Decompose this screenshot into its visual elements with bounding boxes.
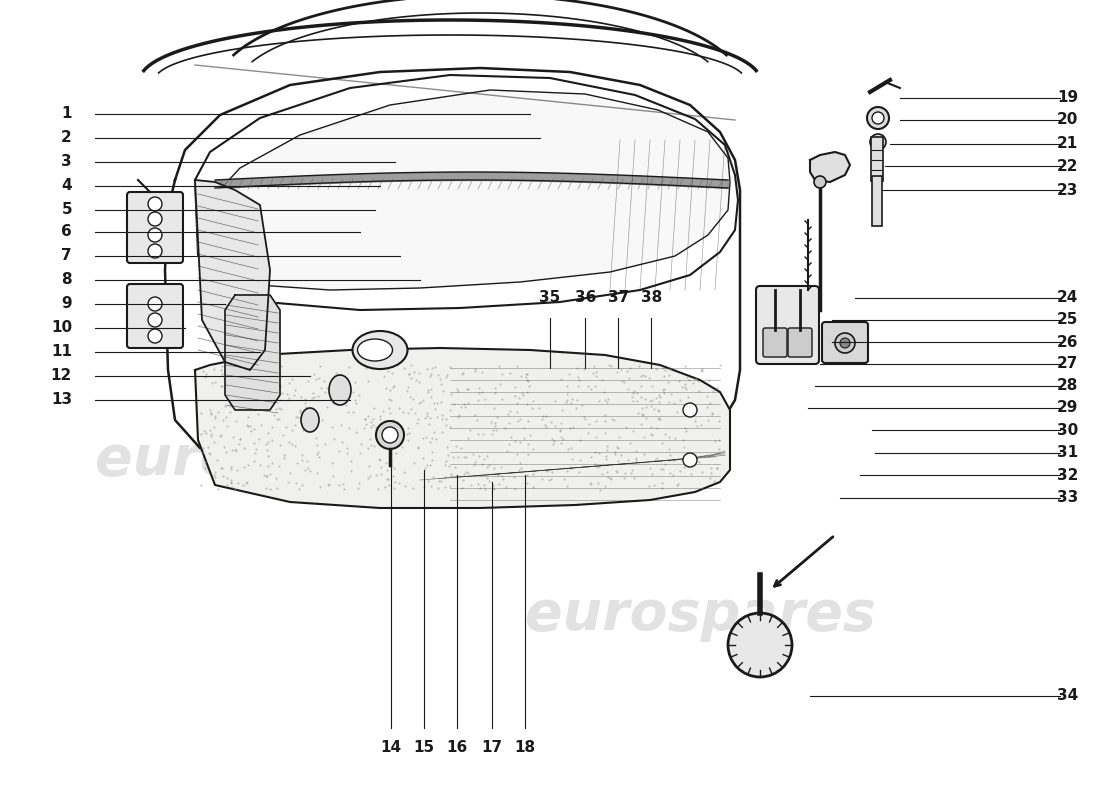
Polygon shape xyxy=(165,68,740,472)
FancyBboxPatch shape xyxy=(126,284,183,348)
Circle shape xyxy=(148,212,162,226)
Ellipse shape xyxy=(301,408,319,432)
Circle shape xyxy=(148,197,162,211)
Circle shape xyxy=(840,338,850,348)
Text: 14: 14 xyxy=(379,741,401,755)
FancyBboxPatch shape xyxy=(871,137,883,181)
Text: 11: 11 xyxy=(51,345,72,359)
Circle shape xyxy=(835,333,855,353)
Text: 20: 20 xyxy=(1057,113,1078,127)
FancyBboxPatch shape xyxy=(126,192,183,263)
Text: 31: 31 xyxy=(1057,446,1078,460)
Circle shape xyxy=(376,421,404,449)
Ellipse shape xyxy=(358,339,393,361)
Polygon shape xyxy=(810,152,850,182)
Circle shape xyxy=(148,329,162,343)
Text: 15: 15 xyxy=(412,741,434,755)
Text: 9: 9 xyxy=(62,297,72,311)
Text: 7: 7 xyxy=(62,249,72,263)
Text: 34: 34 xyxy=(1057,689,1078,703)
Text: 8: 8 xyxy=(62,273,72,287)
Text: 2: 2 xyxy=(62,130,72,145)
Text: 33: 33 xyxy=(1057,490,1078,505)
Text: 6: 6 xyxy=(62,225,72,239)
Circle shape xyxy=(148,313,162,327)
Polygon shape xyxy=(226,295,280,410)
Text: 36: 36 xyxy=(574,290,596,305)
Text: 38: 38 xyxy=(640,290,662,305)
Text: 23: 23 xyxy=(1057,183,1078,198)
Ellipse shape xyxy=(352,331,407,369)
Text: 28: 28 xyxy=(1057,378,1078,393)
Text: 25: 25 xyxy=(1057,313,1078,327)
Polygon shape xyxy=(214,90,730,290)
Text: 35: 35 xyxy=(539,290,561,305)
Text: 29: 29 xyxy=(1057,401,1078,415)
Text: 16: 16 xyxy=(446,741,468,755)
Text: 4: 4 xyxy=(62,178,72,193)
Circle shape xyxy=(148,244,162,258)
Text: eurospares: eurospares xyxy=(95,433,446,487)
FancyBboxPatch shape xyxy=(756,286,820,364)
Circle shape xyxy=(728,613,792,677)
Text: 17: 17 xyxy=(481,741,503,755)
Text: 30: 30 xyxy=(1057,423,1078,438)
Text: 13: 13 xyxy=(51,393,72,407)
Text: 19: 19 xyxy=(1057,90,1078,105)
Polygon shape xyxy=(195,180,270,370)
Text: 27: 27 xyxy=(1057,357,1078,371)
Circle shape xyxy=(148,228,162,242)
FancyBboxPatch shape xyxy=(822,322,868,363)
Circle shape xyxy=(872,112,884,124)
Text: 10: 10 xyxy=(51,321,72,335)
FancyBboxPatch shape xyxy=(763,328,786,357)
Circle shape xyxy=(814,176,826,188)
FancyBboxPatch shape xyxy=(788,328,812,357)
Polygon shape xyxy=(195,75,738,310)
Circle shape xyxy=(867,107,889,129)
Ellipse shape xyxy=(329,375,351,405)
Text: 12: 12 xyxy=(51,369,72,383)
Polygon shape xyxy=(195,348,730,508)
FancyBboxPatch shape xyxy=(872,176,882,226)
Text: 24: 24 xyxy=(1057,290,1078,305)
Text: 3: 3 xyxy=(62,154,72,169)
Text: 18: 18 xyxy=(514,741,536,755)
Text: 26: 26 xyxy=(1056,335,1078,350)
Circle shape xyxy=(382,427,398,443)
Text: 32: 32 xyxy=(1057,468,1078,482)
Text: 37: 37 xyxy=(607,290,629,305)
Text: 1: 1 xyxy=(62,106,72,121)
Circle shape xyxy=(148,297,162,311)
Circle shape xyxy=(683,403,697,417)
Circle shape xyxy=(683,453,697,467)
Text: 22: 22 xyxy=(1056,159,1078,174)
Text: 21: 21 xyxy=(1057,137,1078,151)
Circle shape xyxy=(870,134,886,150)
Text: 5: 5 xyxy=(62,202,72,217)
Text: eurospares: eurospares xyxy=(525,588,876,642)
